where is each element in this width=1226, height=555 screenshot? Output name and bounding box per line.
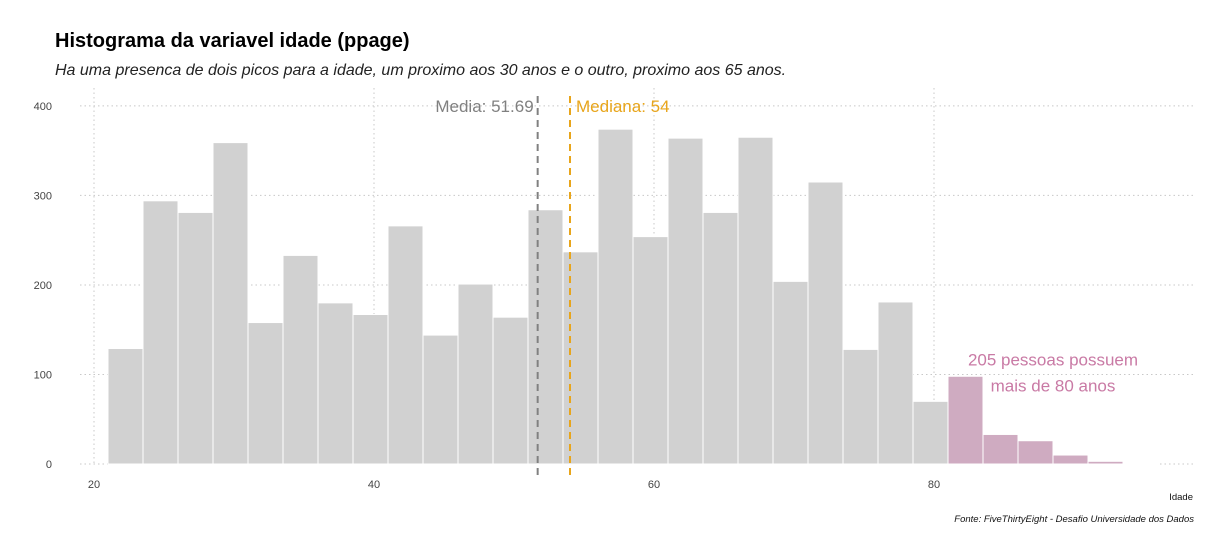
chart-subtitle: Ha uma presenca de dois picos para a ida… [55,62,787,79]
histogram-bar [632,236,669,465]
histogram-bar [457,283,494,465]
histogram-bar [212,142,249,465]
histogram-bar [387,225,424,465]
median-label: Mediana: 54 [576,97,670,116]
histogram-bar [982,433,1019,465]
histogram-bar [912,400,949,465]
chart-title: Histograma da variavel idade (ppage) [55,30,410,52]
highlight-annotation-line-2: mais de 80 anos [991,376,1116,395]
x-tick-label: 20 [88,479,100,491]
x-tick-label: 40 [368,479,380,491]
histogram-bar [422,334,459,465]
y-tick-label: 100 [34,369,52,381]
histogram-bar [807,181,844,465]
histogram-bar [1087,460,1124,465]
histogram-bar [282,254,319,465]
histogram-bar [1122,462,1159,465]
y-tick-label: 300 [34,190,52,202]
y-axis-ticks: 0 100 200 300 400 [34,101,52,471]
histogram-bar [492,316,529,465]
x-axis-title: Idade [1169,492,1193,503]
histogram-bar [142,200,179,465]
histogram-bar [947,375,984,465]
histogram-bar [1052,454,1089,465]
x-tick-label: 60 [648,479,660,491]
histogram-bar [842,348,879,465]
histogram-bar [527,209,564,465]
histogram-bar [247,322,284,465]
reference-lines [536,96,571,476]
histogram-bar [107,348,144,465]
histogram-bar [562,251,599,465]
highlight-annotation-line-1: 205 pessoas possuem [968,351,1138,370]
histogram-bar [1017,440,1054,465]
x-tick-label: 80 [928,479,940,491]
histogram-bar [702,211,739,465]
histogram-bar [877,301,914,465]
histogram-bars [107,128,1159,465]
histogram-bar [317,302,354,465]
chart-caption: Fonte: FiveThirtyEight - Desafio Univers… [954,514,1194,525]
x-axis-ticks: 20 40 60 80 [88,479,940,491]
histogram-bar [352,313,389,465]
histogram-bar [597,128,634,465]
y-tick-label: 400 [34,101,52,113]
histogram-bar [667,137,704,465]
histogram-bar [737,136,774,465]
histogram-bar [177,211,214,465]
mean-label: Media: 51.69 [435,97,533,116]
y-tick-label: 0 [46,459,52,471]
histogram-bar [772,280,809,465]
y-tick-label: 200 [34,280,52,292]
